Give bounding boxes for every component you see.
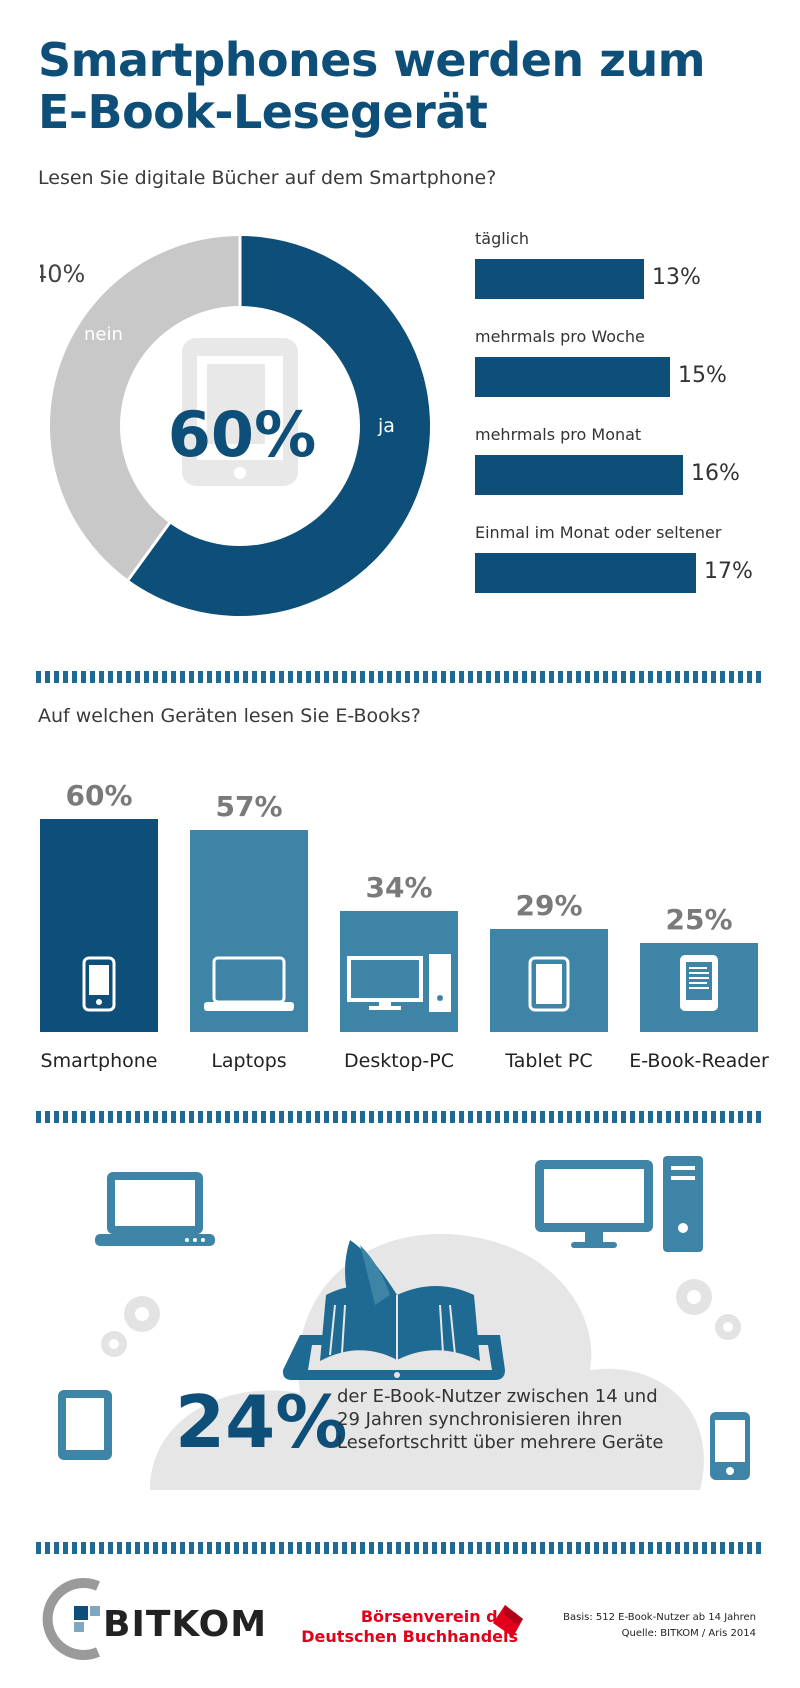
desktop-icon bbox=[535, 1156, 703, 1252]
boersenverein-logo-icon bbox=[493, 1605, 523, 1637]
page-title: Smartphones werden zum E-Book-Lesegerät bbox=[38, 33, 706, 139]
section-divider-2 bbox=[36, 1111, 764, 1123]
question-devices: Auf welchen Geräten lesen Sie E-Books? bbox=[38, 705, 421, 727]
frequency-bar bbox=[475, 553, 696, 593]
sync-description: der E-Book-Nutzer zwischen 14 und 29 Jah… bbox=[337, 1386, 664, 1453]
title-line-2: E-Book-Lesegerät bbox=[38, 85, 488, 139]
donut-no-label: nein bbox=[84, 324, 123, 345]
frequency-label: Einmal im Monat oder seltener bbox=[475, 523, 722, 542]
frequency-bar bbox=[475, 455, 683, 495]
smartphone-icon bbox=[710, 1412, 750, 1480]
device-value: 34% bbox=[365, 871, 433, 905]
cloud-illustration bbox=[150, 1233, 704, 1490]
boersenverein-line-2: Deutschen Buchhandels bbox=[301, 1627, 518, 1646]
title-line-1: Smartphones werden zum bbox=[38, 33, 706, 87]
donut-yes-label: ja bbox=[377, 415, 395, 437]
book-tablet-icon bbox=[282, 1240, 505, 1380]
frequency-label: täglich bbox=[475, 229, 530, 248]
frequency-value: 13% bbox=[652, 265, 701, 290]
device-value: 60% bbox=[65, 779, 133, 812]
desktop-icon bbox=[347, 954, 451, 1016]
frequency-label: mehrmals pro Monat bbox=[475, 425, 642, 444]
gear-icon bbox=[101, 1296, 160, 1357]
donut-center-value: 60% bbox=[168, 398, 316, 471]
donut-no-value: 40% bbox=[40, 260, 85, 288]
smartphone-icon bbox=[82, 956, 116, 1016]
device-name: Desktop-PC bbox=[344, 1050, 454, 1072]
device-name: Laptops bbox=[211, 1050, 287, 1072]
device-value: 29% bbox=[515, 889, 583, 923]
frequency-bar bbox=[475, 259, 644, 299]
gear-icon-right bbox=[676, 1279, 741, 1340]
laptop-icon bbox=[204, 956, 294, 1016]
source-note: Quelle: BITKOM / Aris 2014 bbox=[621, 1628, 756, 1639]
section-divider-3 bbox=[36, 1542, 764, 1554]
device-name: E-Book-Reader bbox=[629, 1050, 769, 1072]
device-bar bbox=[40, 819, 158, 1032]
frequency-bar bbox=[475, 357, 670, 397]
device-value: 57% bbox=[215, 789, 283, 823]
question-smartphone-reading: Lesen Sie digitale Bücher auf dem Smartp… bbox=[38, 167, 497, 189]
document-icon bbox=[182, 338, 298, 486]
frequency-label: mehrmals pro Woche bbox=[475, 327, 645, 346]
basis-note: Basis: 512 E-Book-Nutzer ab 14 Jahren bbox=[563, 1612, 756, 1623]
donut-chart: 60% ja nein 40% bbox=[40, 236, 430, 616]
laptop-icon bbox=[95, 1172, 215, 1246]
frequency-value: 16% bbox=[691, 461, 740, 486]
device-value: 25% bbox=[665, 903, 733, 937]
donut-hole bbox=[120, 306, 360, 546]
bitkom-logo-text: BITKOM bbox=[103, 1604, 268, 1645]
frequency-value: 15% bbox=[678, 363, 727, 388]
boersenverein-line-1: Börsenverein des bbox=[360, 1607, 518, 1626]
ebook-reader-icon bbox=[679, 954, 719, 1016]
tablet-icon bbox=[58, 1390, 112, 1460]
device-bar bbox=[190, 829, 308, 1032]
tablet-icon bbox=[528, 956, 570, 1016]
device-name: Tablet PC bbox=[505, 1050, 593, 1072]
device-name: Smartphone bbox=[40, 1050, 158, 1072]
sync-percentage: 24% bbox=[175, 1380, 348, 1464]
bitkom-logo-icon bbox=[42, 1578, 100, 1660]
frequency-value: 17% bbox=[704, 559, 753, 584]
section-divider-1 bbox=[36, 671, 764, 683]
